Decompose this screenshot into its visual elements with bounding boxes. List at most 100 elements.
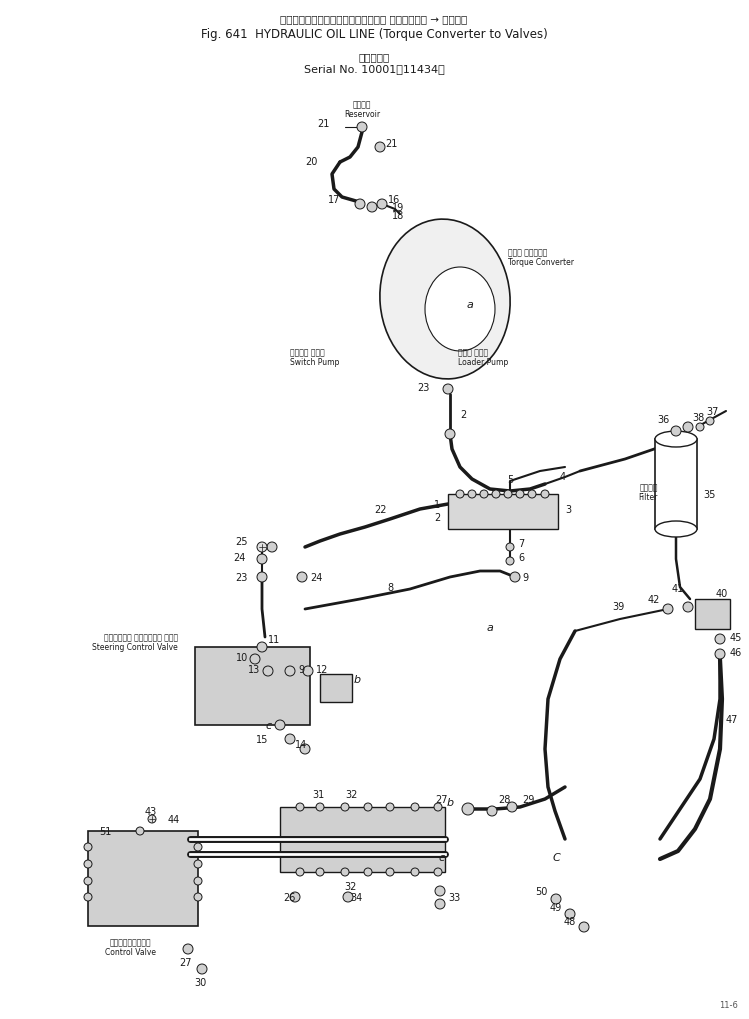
Text: 49: 49 [550,902,562,912]
Text: 15: 15 [255,735,268,744]
Circle shape [257,642,267,652]
Text: 4: 4 [560,472,566,482]
Circle shape [386,803,394,811]
Text: リザーバ: リザーバ [353,100,372,109]
Text: 35: 35 [703,489,715,499]
Text: 7: 7 [518,538,524,548]
Circle shape [434,868,442,876]
Text: 32: 32 [344,881,357,892]
Circle shape [510,573,520,583]
Circle shape [480,490,488,498]
Circle shape [386,868,394,876]
Text: c: c [439,852,445,862]
Circle shape [84,877,92,886]
Circle shape [456,490,464,498]
Circle shape [357,123,367,132]
Text: 50: 50 [536,887,548,896]
Text: 44: 44 [168,814,181,824]
Text: 39: 39 [612,601,624,611]
Circle shape [683,423,693,433]
Text: 46: 46 [730,647,742,657]
Text: Switch Pump: Switch Pump [290,358,339,367]
Circle shape [528,490,536,498]
Text: 42: 42 [648,594,660,604]
Circle shape [257,573,267,583]
Text: 9: 9 [522,573,528,583]
Text: スイッチ ポンプ: スイッチ ポンプ [290,347,325,357]
Circle shape [492,490,500,498]
Bar [280,807,445,872]
Circle shape [715,635,725,644]
Circle shape [194,843,202,851]
Text: Reservoir: Reservoir [344,110,380,119]
Text: 2: 2 [460,410,466,420]
Circle shape [316,803,324,811]
Circle shape [84,893,92,901]
Circle shape [565,909,575,919]
Circle shape [377,200,387,210]
Circle shape [84,843,92,851]
Text: Filter: Filter [639,493,658,502]
Text: 8: 8 [387,583,393,592]
Text: 11-6: 11-6 [719,1000,738,1009]
Text: 20: 20 [306,157,318,167]
Text: 10: 10 [236,652,248,662]
Circle shape [296,803,304,811]
Text: 24: 24 [310,573,322,583]
Text: 25: 25 [235,536,248,546]
Circle shape [579,922,589,932]
Text: 3: 3 [565,504,571,515]
Circle shape [297,573,307,583]
Text: 27: 27 [435,794,448,804]
Bar [320,675,352,702]
Text: Torque Converter: Torque Converter [508,258,574,267]
Text: ステアリング コントロール バルブ: ステアリング コントロール バルブ [104,633,178,641]
Circle shape [355,200,365,210]
Text: 33: 33 [448,892,460,902]
Circle shape [183,944,193,954]
Text: 30: 30 [194,977,206,987]
Circle shape [434,803,442,811]
Text: 47: 47 [726,714,739,725]
Circle shape [671,427,681,436]
Circle shape [267,542,277,552]
Text: 36: 36 [658,415,670,425]
Text: ハイドロリックオイルライン（トルク コンバーター → バルブ）: ハイドロリックオイルライン（トルク コンバーター → バルブ） [280,14,467,24]
Circle shape [275,720,285,731]
Circle shape [84,860,92,868]
Circle shape [506,543,514,551]
Circle shape [516,490,524,498]
Circle shape [551,894,561,904]
Text: 21: 21 [385,139,398,149]
Circle shape [194,860,202,868]
Text: 21: 21 [318,119,330,128]
Text: 22: 22 [374,504,386,515]
Text: 9: 9 [298,664,304,675]
Text: フィルタ: フィルタ [640,483,658,492]
Bar [448,494,558,530]
Text: a: a [487,623,494,633]
Text: Serial No. 10001～11434）: Serial No. 10001～11434） [303,64,444,74]
Circle shape [706,418,714,426]
Circle shape [300,744,310,754]
Text: Loader Pump: Loader Pump [458,358,509,367]
Circle shape [285,666,295,677]
Circle shape [506,557,514,566]
Text: Fig. 641  HYDRAULIC OIL LINE (Torque Converter to Valves): Fig. 641 HYDRAULIC OIL LINE (Torque Conv… [201,28,548,41]
Circle shape [296,868,304,876]
Circle shape [445,430,455,439]
Text: 19: 19 [392,203,404,213]
Ellipse shape [655,432,697,447]
Text: 14: 14 [295,739,307,749]
Text: 23: 23 [236,573,248,583]
Ellipse shape [380,220,510,379]
Ellipse shape [655,522,697,537]
Text: Steering Control Valve: Steering Control Valve [92,642,178,651]
Circle shape [257,542,267,552]
Text: 40: 40 [716,588,728,598]
Text: b: b [446,797,454,807]
Text: 29: 29 [522,794,534,804]
Circle shape [148,815,156,823]
Circle shape [487,806,497,816]
Text: 37: 37 [706,407,718,417]
